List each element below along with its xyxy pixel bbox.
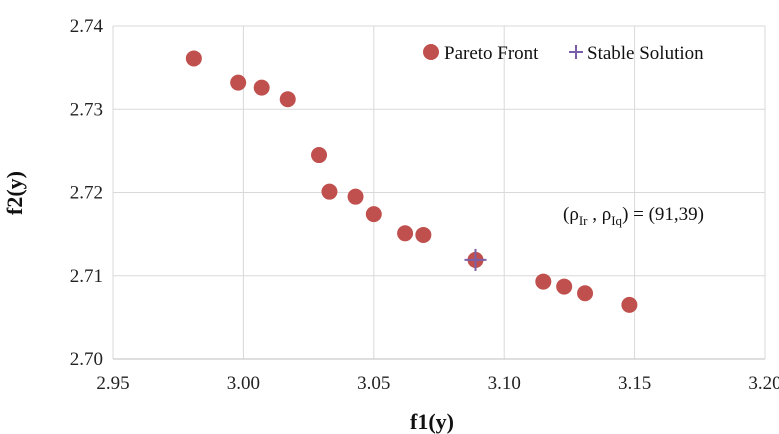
- annotation-close: ) = (91,39): [622, 204, 704, 225]
- legend: Pareto Front Stable Solution: [423, 43, 704, 64]
- x-tick-label: 3.15: [618, 373, 651, 394]
- grid-lines: [112, 25, 766, 360]
- pareto-front-point: [253, 79, 270, 96]
- pareto-front-point: [347, 188, 364, 205]
- pareto-front-point: [365, 206, 382, 223]
- pareto-front-point: [311, 147, 328, 164]
- stable-solution-point: [464, 248, 487, 271]
- x-tick-label: 3.10: [488, 373, 521, 394]
- data-points: [185, 50, 638, 313]
- x-tick-label: 3.00: [227, 373, 260, 394]
- annotation-sub-ir: Ir: [579, 213, 588, 228]
- annotation-mid: , ρ: [587, 204, 611, 225]
- pareto-front-point: [321, 183, 338, 200]
- pareto-front-point: [621, 296, 638, 313]
- tick-labels: 2.95 3.00 3.05 3.10 3.15 3.20 2.70 2.71 2.72 2.73…: [70, 16, 779, 394]
- pareto-front-point: [556, 278, 573, 295]
- x-tick-label: 3.20: [748, 373, 779, 394]
- pareto-front-point: [185, 50, 202, 67]
- legend-marker-pareto-front: [423, 44, 439, 60]
- legend-marker-stable-solution: [569, 45, 583, 59]
- y-tick-label: 2.71: [70, 266, 103, 287]
- y-tick-label: 2.74: [70, 16, 104, 37]
- parameter-annotation: (ρIr , ρIq) = (91,39): [563, 204, 704, 228]
- annotation-open: (ρ: [563, 204, 579, 225]
- y-tick-label: 2.72: [70, 183, 103, 204]
- pareto-front-point: [279, 91, 296, 108]
- legend-label-pareto-front: Pareto Front: [444, 43, 539, 64]
- pareto-front-point: [415, 226, 432, 243]
- pareto-front-point: [397, 225, 414, 242]
- x-tick-label: 3.05: [357, 373, 390, 394]
- y-tick-label: 2.73: [70, 99, 103, 120]
- pareto-front-point: [535, 273, 552, 290]
- x-tick-label: 2.95: [96, 373, 129, 394]
- pareto-front-point: [577, 285, 594, 302]
- pareto-front-point: [230, 74, 247, 91]
- y-tick-label: 2.70: [70, 349, 103, 370]
- legend-label-stable-solution: Stable Solution: [587, 43, 704, 64]
- x-axis-title: f1(y): [410, 409, 454, 434]
- annotation-sub-iq: Iq: [611, 213, 622, 228]
- y-axis-title: f2(y): [2, 171, 27, 215]
